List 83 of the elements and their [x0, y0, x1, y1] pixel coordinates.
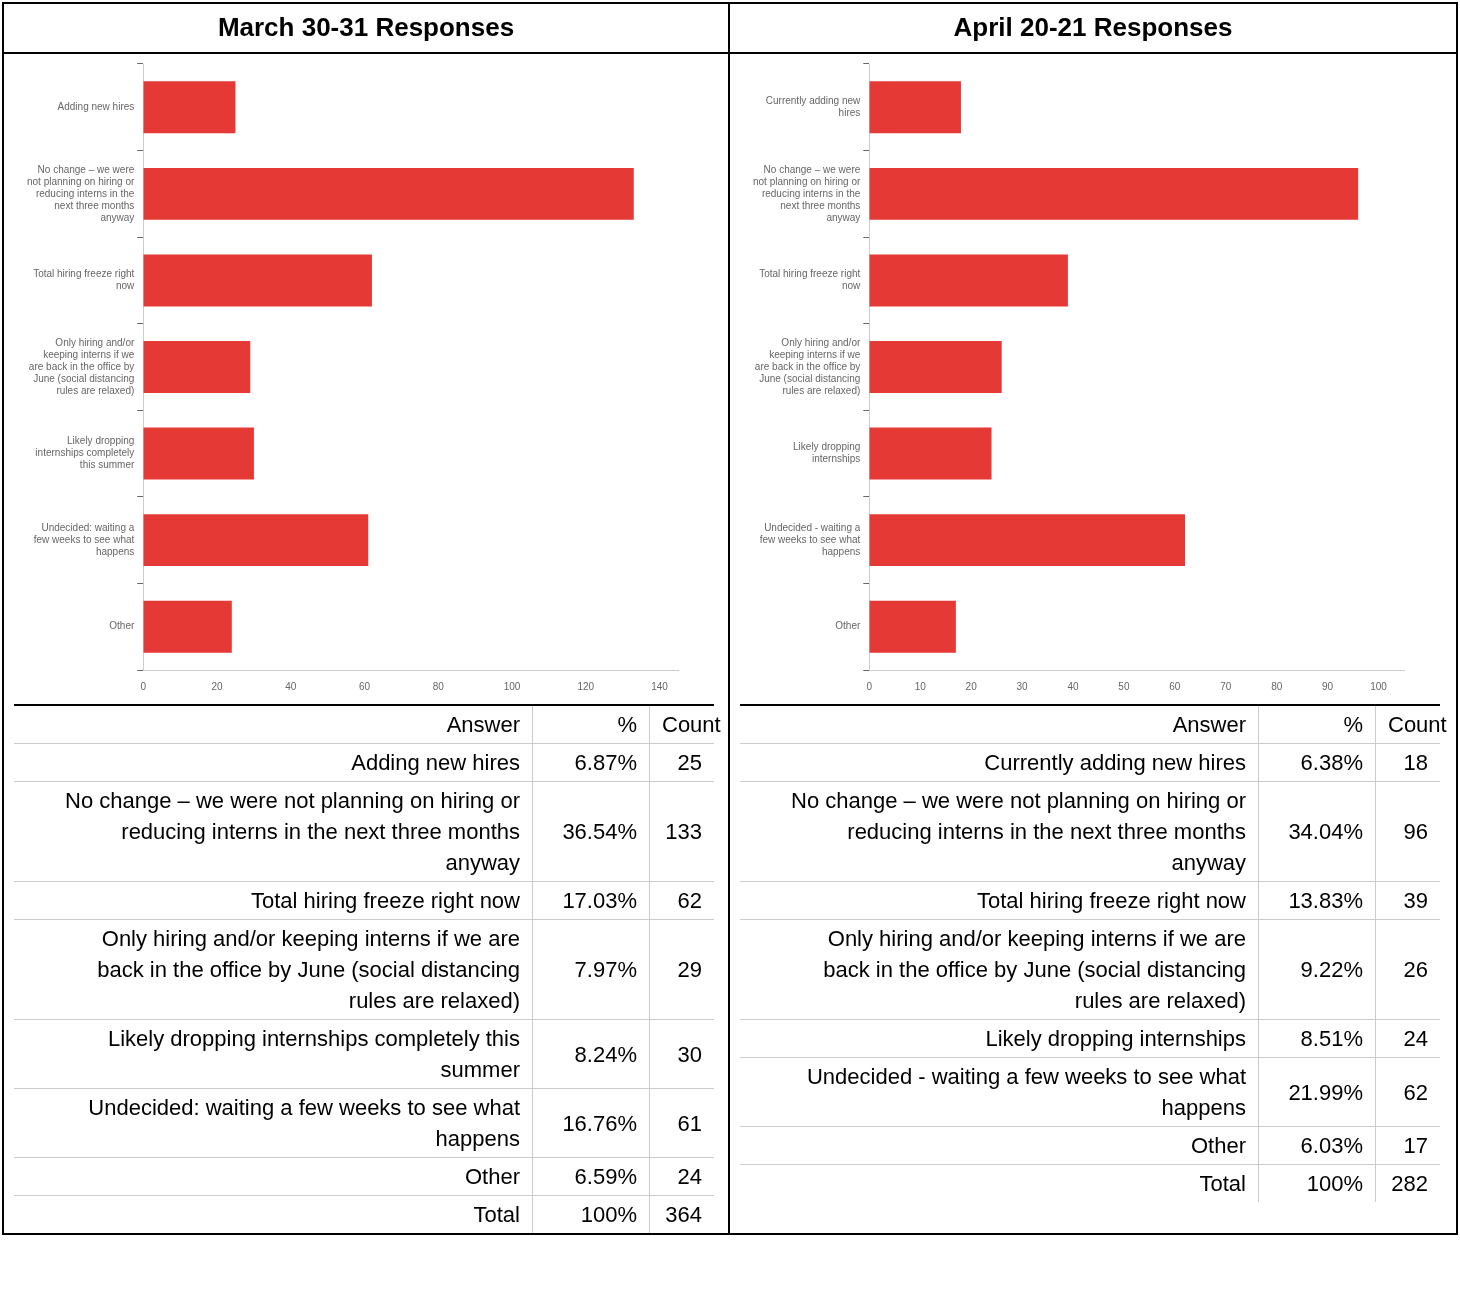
text: 6.87% [532, 743, 650, 782]
text: 100% [532, 1195, 650, 1233]
y-tick-label: Likely dropping internships completely this summer [35, 435, 135, 471]
chart-title: April 20-21 Responses [730, 4, 1456, 54]
text: 16.76% [532, 1088, 650, 1158]
text: 6.03% [1258, 1126, 1376, 1165]
text: 6.59% [532, 1157, 650, 1196]
text: Total [1198, 1170, 1247, 1198]
x-tick-label: 100 [1370, 680, 1388, 692]
x-tick-label: 0 [140, 680, 147, 692]
text: 17 [1375, 1126, 1440, 1165]
text: 8.51% [1258, 1019, 1376, 1058]
category-label: Other [464, 1164, 520, 1189]
text: 36.54% [532, 781, 650, 882]
text: 34.04% [1258, 781, 1376, 882]
x-tick-label: 100 [503, 680, 521, 692]
text: 6.38% [1258, 743, 1376, 782]
x-tick-label: 70 [1220, 680, 1232, 692]
text: 62 [649, 881, 714, 920]
y-tick-label: Only hiring and/or keeping interns if we are back in the office by June (social distancing rules are relaxed) [754, 336, 861, 396]
x-tick-label: 50 [1118, 680, 1130, 692]
text: 24 [649, 1157, 714, 1196]
y-tick-label: Total hiring freeze right now [759, 268, 862, 292]
y-tick-label: Other [109, 620, 135, 632]
x-tick-label: 0 [866, 680, 873, 692]
text: 29 [649, 919, 714, 1020]
x-tick-label: 10 [914, 680, 927, 692]
y-tick-label: Undecided: waiting a few weeks to see what happens [33, 521, 135, 557]
x-tick-label: 30 [1016, 680, 1029, 692]
y-tick-label: Other [835, 620, 861, 632]
category-label: Other [1190, 1133, 1246, 1158]
text: Total [472, 1201, 521, 1229]
y-tick-label: Likely dropping internships [793, 441, 861, 465]
y-tick-label: Adding new hires [57, 101, 135, 113]
x-tick-label: 140 [651, 680, 669, 692]
text: Count [1387, 711, 1447, 739]
chart-title: March 30-31 Responses [4, 4, 728, 54]
text: Count [661, 711, 721, 739]
category-label: Likely dropping internships completely this summer [107, 1026, 520, 1082]
y-tick-label: Currently adding new hires [765, 95, 862, 119]
x-tick-label: 20 [965, 680, 978, 692]
y-tick-label: Only hiring and/or keeping interns if we are back in the office by June (social distancing rules are relaxed) [28, 336, 135, 396]
text: 24 [1375, 1019, 1440, 1058]
text: 364 [664, 1201, 703, 1229]
x-tick-label: 40 [285, 680, 297, 692]
category-label: Likely dropping internships [985, 1026, 1246, 1051]
text: 9.22% [1258, 919, 1376, 1020]
x-tick-label: 90 [1322, 680, 1334, 692]
text: % [532, 705, 650, 744]
text: 96 [1375, 781, 1440, 882]
x-tick-label: 20 [211, 680, 224, 692]
text: 25 [649, 743, 714, 782]
y-tick-label: No change – we were not planning on hiring or reducing interns in the next three months anyway [26, 163, 135, 223]
text: Answer [740, 705, 1259, 744]
text: 100% [1258, 1164, 1376, 1202]
y-tick-label: Undecided - waiting a few weeks to see what happens [759, 521, 861, 557]
text: 39 [1375, 881, 1440, 920]
text: 61 [649, 1088, 714, 1158]
text: Answer [14, 705, 533, 744]
text: 21.99% [1258, 1057, 1376, 1127]
text: 62 [1375, 1057, 1440, 1127]
x-tick-label: 120 [577, 680, 595, 692]
x-tick-label: 80 [1271, 680, 1283, 692]
category-label: Adding new hires [351, 750, 520, 775]
category-label: Total hiring freeze right now [250, 888, 520, 913]
x-tick-label: 80 [432, 680, 445, 692]
category-label: Currently adding new hires [984, 750, 1246, 775]
x-tick-label: 60 [1169, 680, 1181, 692]
text: 26 [1375, 919, 1440, 1020]
text: 133 [649, 781, 714, 882]
category-label: Total hiring freeze right now [976, 888, 1246, 913]
text: 18 [1375, 743, 1440, 782]
text: 30 [649, 1019, 714, 1089]
text: 7.97% [532, 919, 650, 1020]
text: 13.83% [1258, 881, 1376, 920]
x-tick-label: 40 [1067, 680, 1079, 692]
y-tick-label: Total hiring freeze right now [33, 268, 136, 292]
text: % [1258, 705, 1376, 744]
text: 8.24% [532, 1019, 650, 1089]
text: 282 [1390, 1170, 1429, 1198]
x-tick-label: 60 [358, 680, 371, 692]
text: 17.03% [532, 881, 650, 920]
y-tick-label: No change – we were not planning on hiring or reducing interns in the next three months anyway [752, 163, 861, 223]
